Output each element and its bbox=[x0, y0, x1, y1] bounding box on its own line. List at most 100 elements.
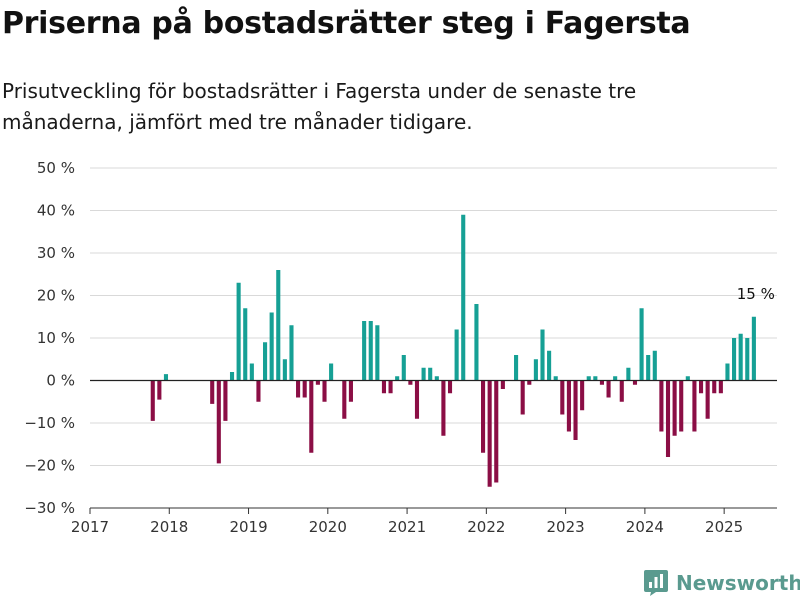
newsworthy-brand: Newsworthy bbox=[644, 568, 800, 598]
bar-2019-02 bbox=[256, 380, 261, 402]
bar-2022-08 bbox=[533, 359, 538, 381]
bar-2023-02 bbox=[573, 380, 578, 440]
bar-2020-12 bbox=[401, 355, 406, 381]
annotations: 15 % bbox=[737, 285, 775, 303]
bar-2021-07 bbox=[447, 380, 453, 394]
bar-2025-03 bbox=[738, 333, 743, 381]
y-tick-label: −10 % bbox=[24, 414, 75, 432]
bar-2019-10 bbox=[309, 380, 314, 453]
gridlines bbox=[90, 167, 777, 509]
bar-2024-03 bbox=[659, 380, 664, 432]
bar-2023-12 bbox=[639, 308, 644, 381]
bar-2022-06 bbox=[520, 380, 525, 415]
y-tick-label: 10 % bbox=[37, 329, 75, 347]
x-tick-label: 2021 bbox=[388, 518, 426, 536]
x-tick-label: 2017 bbox=[71, 518, 109, 536]
bar-2025-05 bbox=[751, 316, 756, 381]
x-tick-label: 2023 bbox=[547, 518, 585, 536]
bar-2019-08 bbox=[296, 380, 301, 398]
bar-2023-10 bbox=[626, 367, 631, 381]
y-tick-label: 50 % bbox=[37, 159, 75, 177]
bar-2020-04 bbox=[348, 380, 353, 402]
bar-2019-03 bbox=[263, 342, 268, 381]
bar-2022-09 bbox=[540, 329, 545, 381]
bar-2021-06 bbox=[441, 380, 446, 436]
chart-subtitle: Prisutveckling för bostadsrätter i Fager… bbox=[2, 79, 637, 134]
bar-2017-12 bbox=[163, 374, 169, 381]
bar-2024-07 bbox=[685, 376, 690, 381]
bar-2024-09 bbox=[698, 380, 704, 394]
bars bbox=[150, 214, 756, 487]
bar-2021-03 bbox=[421, 367, 426, 381]
bar-2021-04 bbox=[428, 367, 433, 381]
bar-2018-08 bbox=[216, 380, 221, 464]
bar-2024-02 bbox=[652, 350, 657, 381]
x-tick-label: 2020 bbox=[309, 518, 347, 536]
bar-2020-03 bbox=[342, 380, 347, 419]
bar-2023-07 bbox=[606, 380, 611, 398]
bar-2021-09 bbox=[461, 214, 466, 381]
bar-2024-11 bbox=[712, 380, 717, 394]
bar-2020-06 bbox=[362, 321, 367, 381]
x-tick-label: 2019 bbox=[229, 518, 267, 536]
bar-2023-01 bbox=[566, 380, 571, 432]
bar-2024-10 bbox=[705, 380, 710, 419]
bar-2017-10 bbox=[150, 380, 155, 421]
y-tick-label: 0 % bbox=[46, 372, 75, 390]
bar-2022-07 bbox=[527, 380, 532, 385]
bar-2019-04 bbox=[269, 312, 274, 381]
bar-2021-02 bbox=[414, 380, 420, 419]
bar-2025-04 bbox=[745, 338, 750, 381]
bar-2019-12 bbox=[322, 380, 327, 402]
bar-2021-01 bbox=[408, 380, 413, 385]
bar-2024-08 bbox=[692, 380, 697, 432]
bar-2019-07 bbox=[289, 325, 294, 381]
bar-2023-08 bbox=[613, 376, 618, 381]
bar-2021-12 bbox=[481, 380, 486, 453]
bar-2018-07 bbox=[210, 380, 215, 404]
y-tick-label: 20 % bbox=[37, 287, 75, 305]
bar-2023-11 bbox=[632, 380, 638, 385]
bar-2020-08 bbox=[375, 325, 380, 381]
bar-2019-05 bbox=[276, 270, 281, 381]
bar-2019-09 bbox=[302, 380, 307, 398]
bar-2024-01 bbox=[646, 355, 651, 381]
x-tick-label: 2025 bbox=[705, 518, 743, 536]
y-tick-label: 40 % bbox=[37, 202, 75, 220]
newsworthy-logo-icon bbox=[644, 570, 668, 596]
bar-2022-05 bbox=[514, 355, 519, 381]
brand-name: Newsworthy bbox=[676, 571, 800, 595]
bar-2022-02 bbox=[494, 380, 499, 483]
bar-2018-09 bbox=[223, 380, 228, 421]
bar-2023-09 bbox=[619, 380, 624, 402]
bar-2020-11 bbox=[395, 376, 400, 381]
bar-2021-05 bbox=[434, 376, 439, 381]
bar-2020-09 bbox=[381, 380, 387, 394]
bar-2022-12 bbox=[560, 380, 565, 415]
bar-2023-03 bbox=[580, 380, 585, 411]
x-axis: 2017 2018 2019 2020 2021 2022 2023 2024 2025 bbox=[71, 507, 777, 536]
bar-2019-06 bbox=[282, 359, 287, 381]
bar-2023-05 bbox=[593, 376, 598, 381]
bar-2025-01 bbox=[725, 363, 730, 381]
bar-2022-11 bbox=[553, 376, 558, 381]
x-tick-label: 2024 bbox=[626, 518, 664, 536]
bar-2021-08 bbox=[454, 329, 459, 381]
chart-title: Priserna på bostadsrätter steg i Fagerst… bbox=[2, 6, 691, 41]
bar-2025-02 bbox=[732, 338, 737, 381]
bar-2020-07 bbox=[368, 321, 373, 381]
value-annotation: 15 % bbox=[737, 285, 775, 303]
bar-2019-11 bbox=[315, 380, 320, 385]
bar-2018-10 bbox=[229, 372, 235, 381]
bar-2018-11 bbox=[236, 282, 241, 381]
y-tick-label: −30 % bbox=[24, 499, 75, 517]
bar-2017-11 bbox=[157, 380, 162, 400]
bar-2022-01 bbox=[487, 380, 492, 487]
bar-2021-11 bbox=[474, 304, 479, 381]
bar-2024-12 bbox=[718, 380, 723, 394]
y-tick-label: 30 % bbox=[37, 244, 75, 262]
bar-2020-01 bbox=[329, 363, 334, 381]
bar-2023-06 bbox=[599, 380, 604, 385]
x-tick-label: 2022 bbox=[467, 518, 505, 536]
